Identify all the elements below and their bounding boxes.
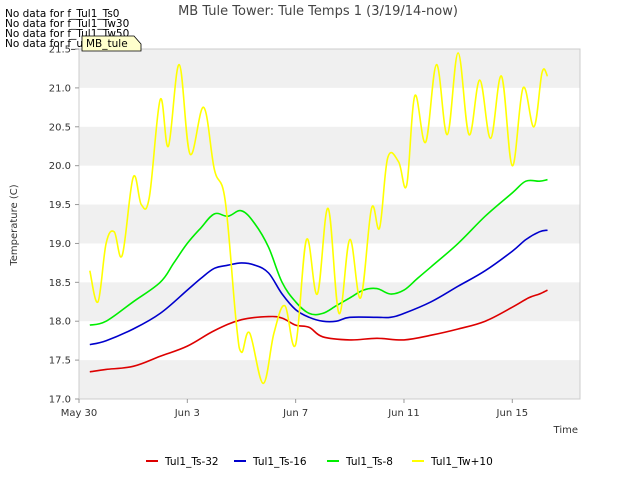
y-tick-label: 19.5 bbox=[49, 200, 71, 211]
background-bands bbox=[79, 49, 580, 399]
legend-label-tul1-ts-8: Tul1_Ts-8 bbox=[345, 456, 393, 468]
y-tick-label: 17.0 bbox=[49, 395, 71, 406]
y-tick-label: 21.5 bbox=[49, 45, 71, 56]
no-data-message-4: No data for f_uMB_Tw60 bbox=[5, 38, 132, 50]
legend-label-tul1-ts-16: Tul1_Ts-16 bbox=[252, 456, 307, 468]
legend: Tul1_Ts-32 Tul1_Ts-16 Tul1_Ts-8 Tul1_Tw+10 bbox=[146, 456, 493, 468]
tooltip-label: MB_tule bbox=[86, 38, 128, 50]
x-tick-label: Jun 11 bbox=[387, 408, 420, 419]
y-tick-label: 21.0 bbox=[49, 83, 71, 94]
y-tick-label: 20.5 bbox=[49, 122, 71, 133]
series-layer bbox=[89, 52, 549, 385]
plot-area-frame bbox=[78, 48, 581, 400]
series-line-tul1-ts-8 bbox=[89, 178, 548, 326]
x-axis: May 30 Jun 3 Jun 7 Jun 11 Jun 15 bbox=[61, 399, 528, 419]
y-axis-label: Temperature (C) bbox=[9, 184, 20, 266]
y-tick-label: 19.0 bbox=[49, 239, 71, 250]
y-tick-label: 18.5 bbox=[49, 278, 71, 289]
tooltip: MB_tule bbox=[81, 35, 142, 52]
y-tick-label: 18.0 bbox=[49, 317, 71, 328]
x-tick-label: Jun 15 bbox=[496, 408, 529, 419]
grid-band bbox=[79, 49, 580, 88]
legend-label-tul1-ts-32: Tul1_Ts-32 bbox=[164, 456, 219, 468]
series-line-tul1-ts-16 bbox=[89, 229, 548, 346]
y-tick-label: 20.0 bbox=[49, 161, 71, 172]
grid-band bbox=[79, 360, 580, 399]
series-line-tul1-ts-32 bbox=[89, 289, 548, 373]
no-data-message-3: No data for f_Tul1_Tw50 bbox=[5, 28, 130, 40]
x-axis-label: Time bbox=[553, 425, 578, 436]
series-line-tul1-tw-10 bbox=[89, 52, 549, 385]
x-tick-label: Jun 3 bbox=[174, 408, 200, 419]
no-data-message-1: No data for f_Tul1_Ts0 bbox=[5, 8, 120, 20]
y-axis: 17.0 17.5 18.0 18.5 19.0 19.5 20.0 20.5 21.0 21.5 bbox=[49, 45, 79, 406]
chart-title: MB Tule Tower: Tule Temps 1 (3/19/14-now… bbox=[178, 4, 458, 19]
y-tick-label: 17.5 bbox=[49, 356, 71, 367]
tooltip-box bbox=[81, 35, 142, 52]
no-data-message-2: No data for f_Tul1_Tw30 bbox=[5, 18, 130, 30]
grid-band bbox=[79, 126, 580, 166]
legend-label-tul1-tw-10: Tul1_Tw+10 bbox=[430, 456, 493, 468]
grid-band bbox=[79, 282, 580, 322]
x-tick-label: Jun 7 bbox=[282, 408, 308, 419]
x-tick-label: May 30 bbox=[61, 408, 98, 419]
